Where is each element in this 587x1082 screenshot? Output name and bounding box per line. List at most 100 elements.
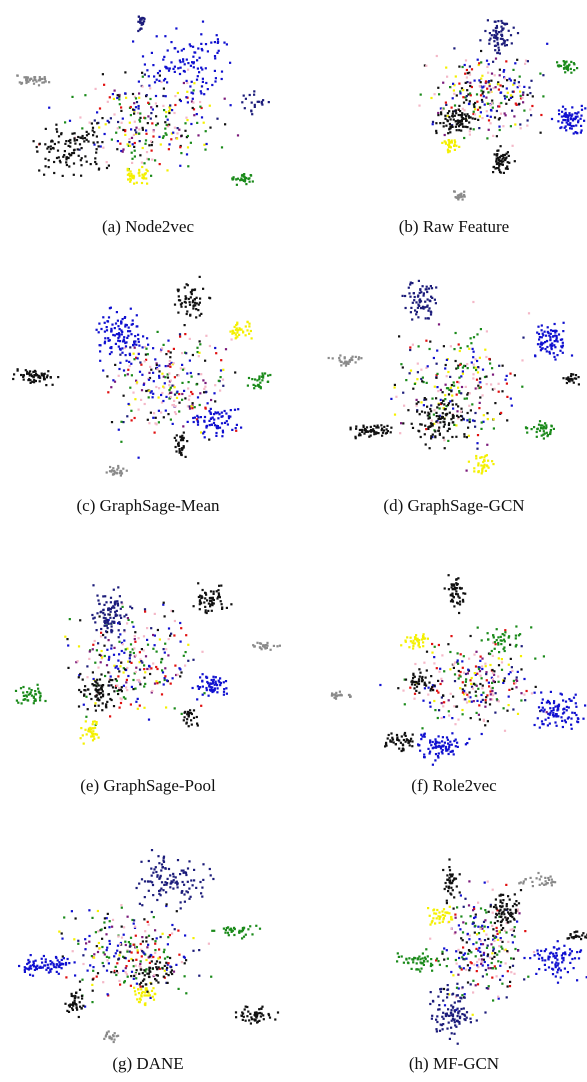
- point: [131, 319, 134, 322]
- point: [169, 965, 172, 968]
- point: [540, 701, 543, 704]
- point: [463, 952, 467, 955]
- point: [42, 374, 45, 377]
- point: [165, 115, 168, 118]
- point: [27, 80, 30, 83]
- point: [92, 584, 95, 587]
- point: [564, 114, 567, 117]
- point: [186, 718, 189, 721]
- point: [502, 681, 505, 684]
- point: [105, 1031, 109, 1034]
- point: [557, 109, 561, 112]
- point: [510, 971, 513, 974]
- point: [72, 162, 76, 165]
- point: [429, 300, 432, 303]
- point: [429, 739, 432, 742]
- point: [212, 678, 215, 681]
- point: [456, 366, 460, 369]
- point: [413, 299, 416, 302]
- point: [183, 324, 186, 327]
- point: [473, 672, 476, 675]
- point: [455, 129, 458, 132]
- point: [58, 930, 61, 933]
- point: [461, 986, 464, 989]
- point: [479, 950, 482, 953]
- point: [118, 595, 121, 598]
- point: [132, 943, 135, 946]
- point: [134, 973, 137, 976]
- point: [327, 356, 330, 360]
- point: [452, 974, 455, 977]
- point: [151, 883, 155, 887]
- point: [437, 323, 441, 326]
- point: [562, 60, 565, 63]
- point: [501, 21, 504, 24]
- point: [165, 353, 168, 356]
- point: [155, 979, 158, 982]
- point: [165, 903, 168, 906]
- point: [137, 172, 140, 175]
- point: [515, 676, 518, 679]
- point: [571, 711, 574, 714]
- point: [453, 384, 456, 387]
- point: [521, 96, 524, 99]
- point: [166, 877, 169, 880]
- point: [458, 951, 462, 954]
- point: [146, 418, 149, 421]
- point: [474, 117, 477, 120]
- point: [342, 362, 345, 365]
- point: [138, 132, 141, 135]
- point: [100, 686, 103, 689]
- point: [95, 328, 98, 331]
- point: [503, 76, 506, 79]
- point: [477, 667, 481, 671]
- point: [500, 163, 503, 166]
- point: [215, 590, 218, 593]
- point: [516, 910, 520, 913]
- point: [249, 174, 252, 177]
- point: [461, 198, 464, 201]
- point: [158, 862, 161, 865]
- point: [568, 698, 571, 701]
- point: [165, 133, 168, 136]
- point: [501, 633, 504, 636]
- point: [162, 860, 166, 863]
- point: [385, 741, 388, 744]
- point: [186, 81, 189, 84]
- point: [44, 958, 47, 961]
- point: [79, 159, 82, 162]
- point: [33, 374, 36, 377]
- point: [439, 398, 442, 401]
- point: [472, 991, 475, 994]
- point: [145, 132, 148, 135]
- point: [459, 928, 462, 931]
- point: [27, 968, 30, 971]
- point: [573, 69, 576, 72]
- point: [391, 736, 394, 739]
- point: [501, 940, 504, 943]
- point: [91, 648, 94, 651]
- point: [484, 699, 487, 702]
- point: [475, 454, 478, 458]
- point: [472, 363, 475, 366]
- point: [481, 470, 484, 473]
- point: [409, 636, 412, 639]
- point: [170, 969, 173, 972]
- point: [208, 104, 211, 107]
- point: [124, 940, 127, 943]
- point: [105, 969, 109, 972]
- point: [103, 342, 106, 345]
- point: [150, 627, 153, 630]
- point: [200, 602, 203, 605]
- point: [158, 135, 161, 138]
- point: [489, 108, 493, 112]
- point: [454, 75, 457, 78]
- point: [116, 944, 120, 947]
- point: [203, 430, 206, 433]
- point: [427, 411, 430, 414]
- point: [93, 119, 96, 122]
- point: [493, 153, 496, 156]
- point: [499, 84, 502, 87]
- point: [214, 346, 217, 350]
- point: [476, 100, 479, 103]
